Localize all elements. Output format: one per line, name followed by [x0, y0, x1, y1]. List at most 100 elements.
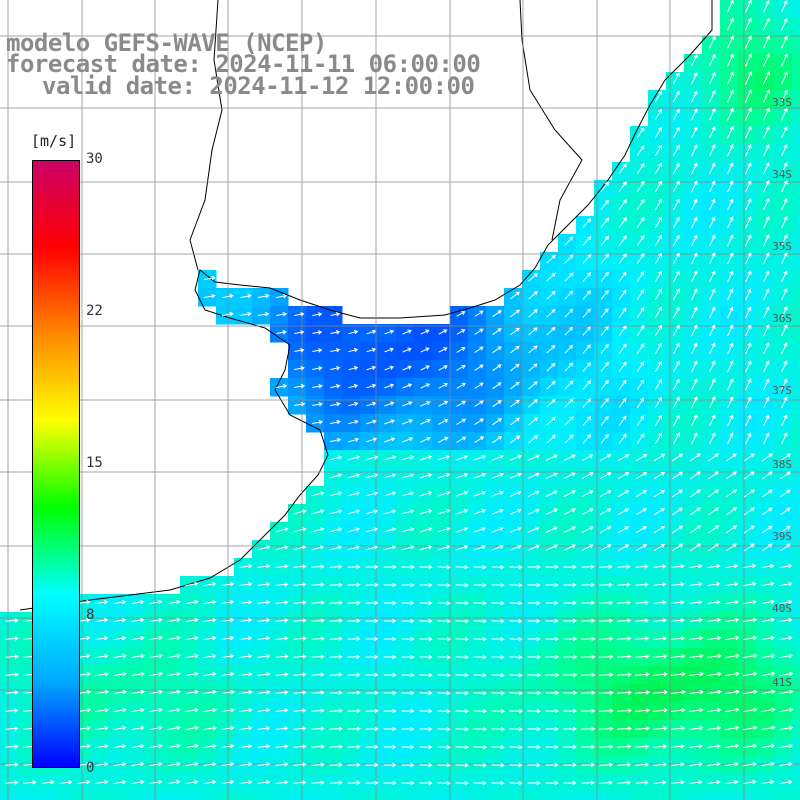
wind-arrow [311, 545, 325, 551]
wind-arrow [365, 473, 379, 479]
wind-arrow [401, 491, 415, 497]
wind-arrow [581, 762, 596, 768]
wind-arrow [761, 635, 776, 641]
wind-arrow [203, 617, 217, 623]
wind-arrow [617, 636, 632, 641]
wind-arrow [779, 471, 791, 480]
wind-arrow [311, 780, 325, 785]
wind-arrow [275, 545, 289, 551]
wind-cell [792, 198, 800, 217]
wind-arrow [383, 636, 397, 642]
wind-arrow [276, 312, 288, 317]
wind-arrow [617, 582, 631, 587]
wind-cell [792, 792, 800, 800]
wind-arrow [401, 473, 415, 479]
wind-arrow [725, 761, 740, 767]
wind-arrow [635, 654, 650, 659]
wind-arrow [419, 654, 433, 660]
wind-arrow [652, 708, 668, 713]
wind-arrow [617, 508, 630, 516]
wind-arrow [311, 618, 325, 623]
wind-arrow [419, 600, 433, 606]
wind-arrow [473, 526, 486, 533]
wind-arrow [672, 432, 680, 445]
wind-arrow [420, 401, 431, 407]
wind-arrow [763, 378, 770, 391]
wind-arrow [763, 216, 770, 229]
wind-arrow [582, 380, 592, 390]
wind-arrow [203, 635, 217, 641]
wind-arrow [618, 361, 627, 372]
wind-arrow [491, 708, 506, 714]
wind-arrow [366, 365, 377, 371]
wind-arrow [634, 726, 650, 731]
wind-arrow [509, 544, 522, 551]
wind-cell [720, 792, 739, 800]
wind-arrow [546, 362, 556, 372]
wind-arrow [384, 365, 395, 371]
wind-arrow [653, 744, 668, 749]
wind-arrow [437, 509, 451, 515]
wind-arrow [437, 762, 451, 768]
wind-arrow [743, 599, 757, 605]
wind-arrow [672, 324, 680, 337]
wind-arrow [509, 490, 522, 497]
wind-arrow [438, 400, 449, 407]
wind-arrow [781, 180, 788, 193]
wind-arrow [438, 436, 449, 443]
wind-arrow [131, 707, 145, 713]
wind-arrow [545, 490, 558, 497]
wind-arrow [257, 654, 271, 659]
wind-arrow [671, 543, 684, 552]
wind-arrow [401, 509, 415, 515]
wind-arrow [563, 618, 578, 624]
wind-arrow [329, 654, 343, 659]
lat-label-38s: 38S [772, 458, 792, 471]
wind-arrow [419, 473, 433, 479]
wind-arrow [599, 762, 614, 767]
wind-arrow [653, 489, 666, 498]
wind-arrow [691, 216, 698, 229]
wind-arrow [527, 472, 540, 479]
wind-arrow [294, 384, 306, 389]
wind-arrow [545, 582, 559, 588]
wind-arrow [95, 617, 109, 623]
wind-arrow [671, 471, 684, 480]
wind-arrow [221, 311, 234, 317]
wind-arrow [455, 564, 469, 570]
wind-arrow [635, 526, 648, 534]
wind-arrow [473, 690, 487, 696]
wind-arrow [456, 347, 466, 353]
wind-arrow [618, 235, 627, 247]
wind-arrow [455, 545, 469, 551]
wind-arrow [113, 635, 127, 641]
colorbar-tick-15: 15 [86, 455, 103, 471]
wind-arrow [672, 252, 680, 265]
wind-arrow [727, 306, 734, 319]
wind-arrow [599, 472, 612, 480]
wind-arrow [239, 725, 253, 731]
wind-arrow [672, 234, 680, 247]
wind-arrow [474, 436, 485, 444]
wind-arrow [167, 689, 181, 695]
wind-arrow [510, 309, 520, 318]
wind-arrow [689, 471, 701, 480]
wind-arrow [546, 434, 556, 444]
wind-arrow [41, 780, 55, 785]
wind-arrow [257, 708, 271, 713]
wind-arrow [275, 582, 289, 587]
wind-arrow [312, 348, 323, 353]
wind-arrow [706, 671, 722, 677]
wind-arrow [671, 600, 685, 605]
wind-arrow [581, 618, 596, 624]
wind-arrow [744, 71, 752, 85]
wind-arrow [329, 473, 343, 479]
wind-arrow [419, 491, 433, 497]
wind-arrow [653, 564, 667, 569]
wind-arrow [599, 636, 614, 641]
wind-arrow [563, 690, 578, 696]
wind-arrow [599, 454, 612, 462]
wind-arrow [671, 453, 684, 462]
wind-arrow [779, 689, 794, 695]
